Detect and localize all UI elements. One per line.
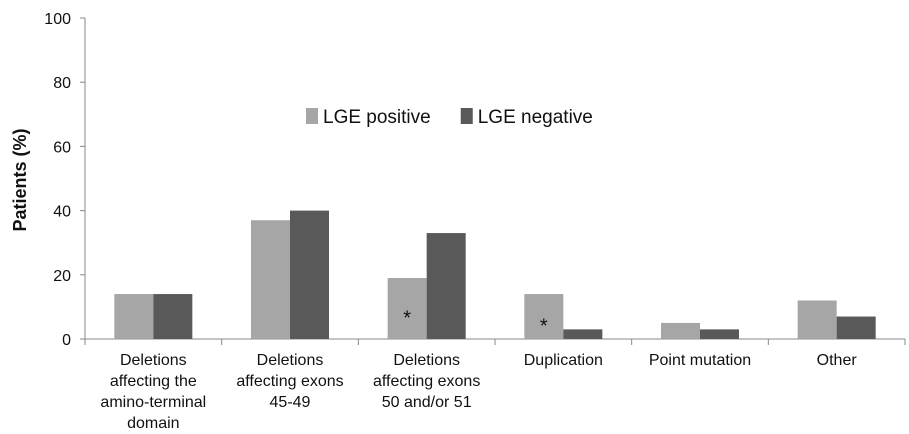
bar <box>387 278 427 339</box>
bar <box>563 329 603 339</box>
legend-swatch <box>306 108 318 124</box>
x-tick-label: Other <box>817 352 858 369</box>
legend-label: LGE positive <box>323 107 431 128</box>
bar <box>524 294 564 339</box>
bar <box>836 316 876 339</box>
bar <box>661 322 700 339</box>
y-tick-label: 80 <box>53 75 71 92</box>
y-tick-label: 20 <box>53 268 71 285</box>
x-tick-label: Deletions affecting the amino-terminal doma… <box>100 352 206 432</box>
x-tick-label: Point mutation <box>649 352 751 369</box>
legend-swatch <box>460 108 473 124</box>
annotation: * <box>403 308 411 330</box>
bar <box>797 300 837 339</box>
y-tick-label: 100 <box>44 11 71 28</box>
legend-label: LGE negative <box>478 107 593 128</box>
x-tick-label: Duplication <box>524 352 603 369</box>
annotation: * <box>540 316 548 338</box>
bar <box>114 294 154 339</box>
bar <box>251 220 290 339</box>
bar <box>426 233 466 339</box>
x-tick-label: Deletions affecting exons 45-49 <box>236 352 343 411</box>
x-tick-label: Deletions affecting exons 50 and/or 51 <box>373 352 480 411</box>
y-tick-label: 60 <box>53 139 71 156</box>
y-axis-label: Patients (%) <box>10 128 30 231</box>
bar <box>700 329 739 339</box>
bar <box>290 210 329 339</box>
y-tick-label: 40 <box>53 204 71 221</box>
bar <box>153 294 193 339</box>
y-tick-label: 0 <box>62 332 71 349</box>
